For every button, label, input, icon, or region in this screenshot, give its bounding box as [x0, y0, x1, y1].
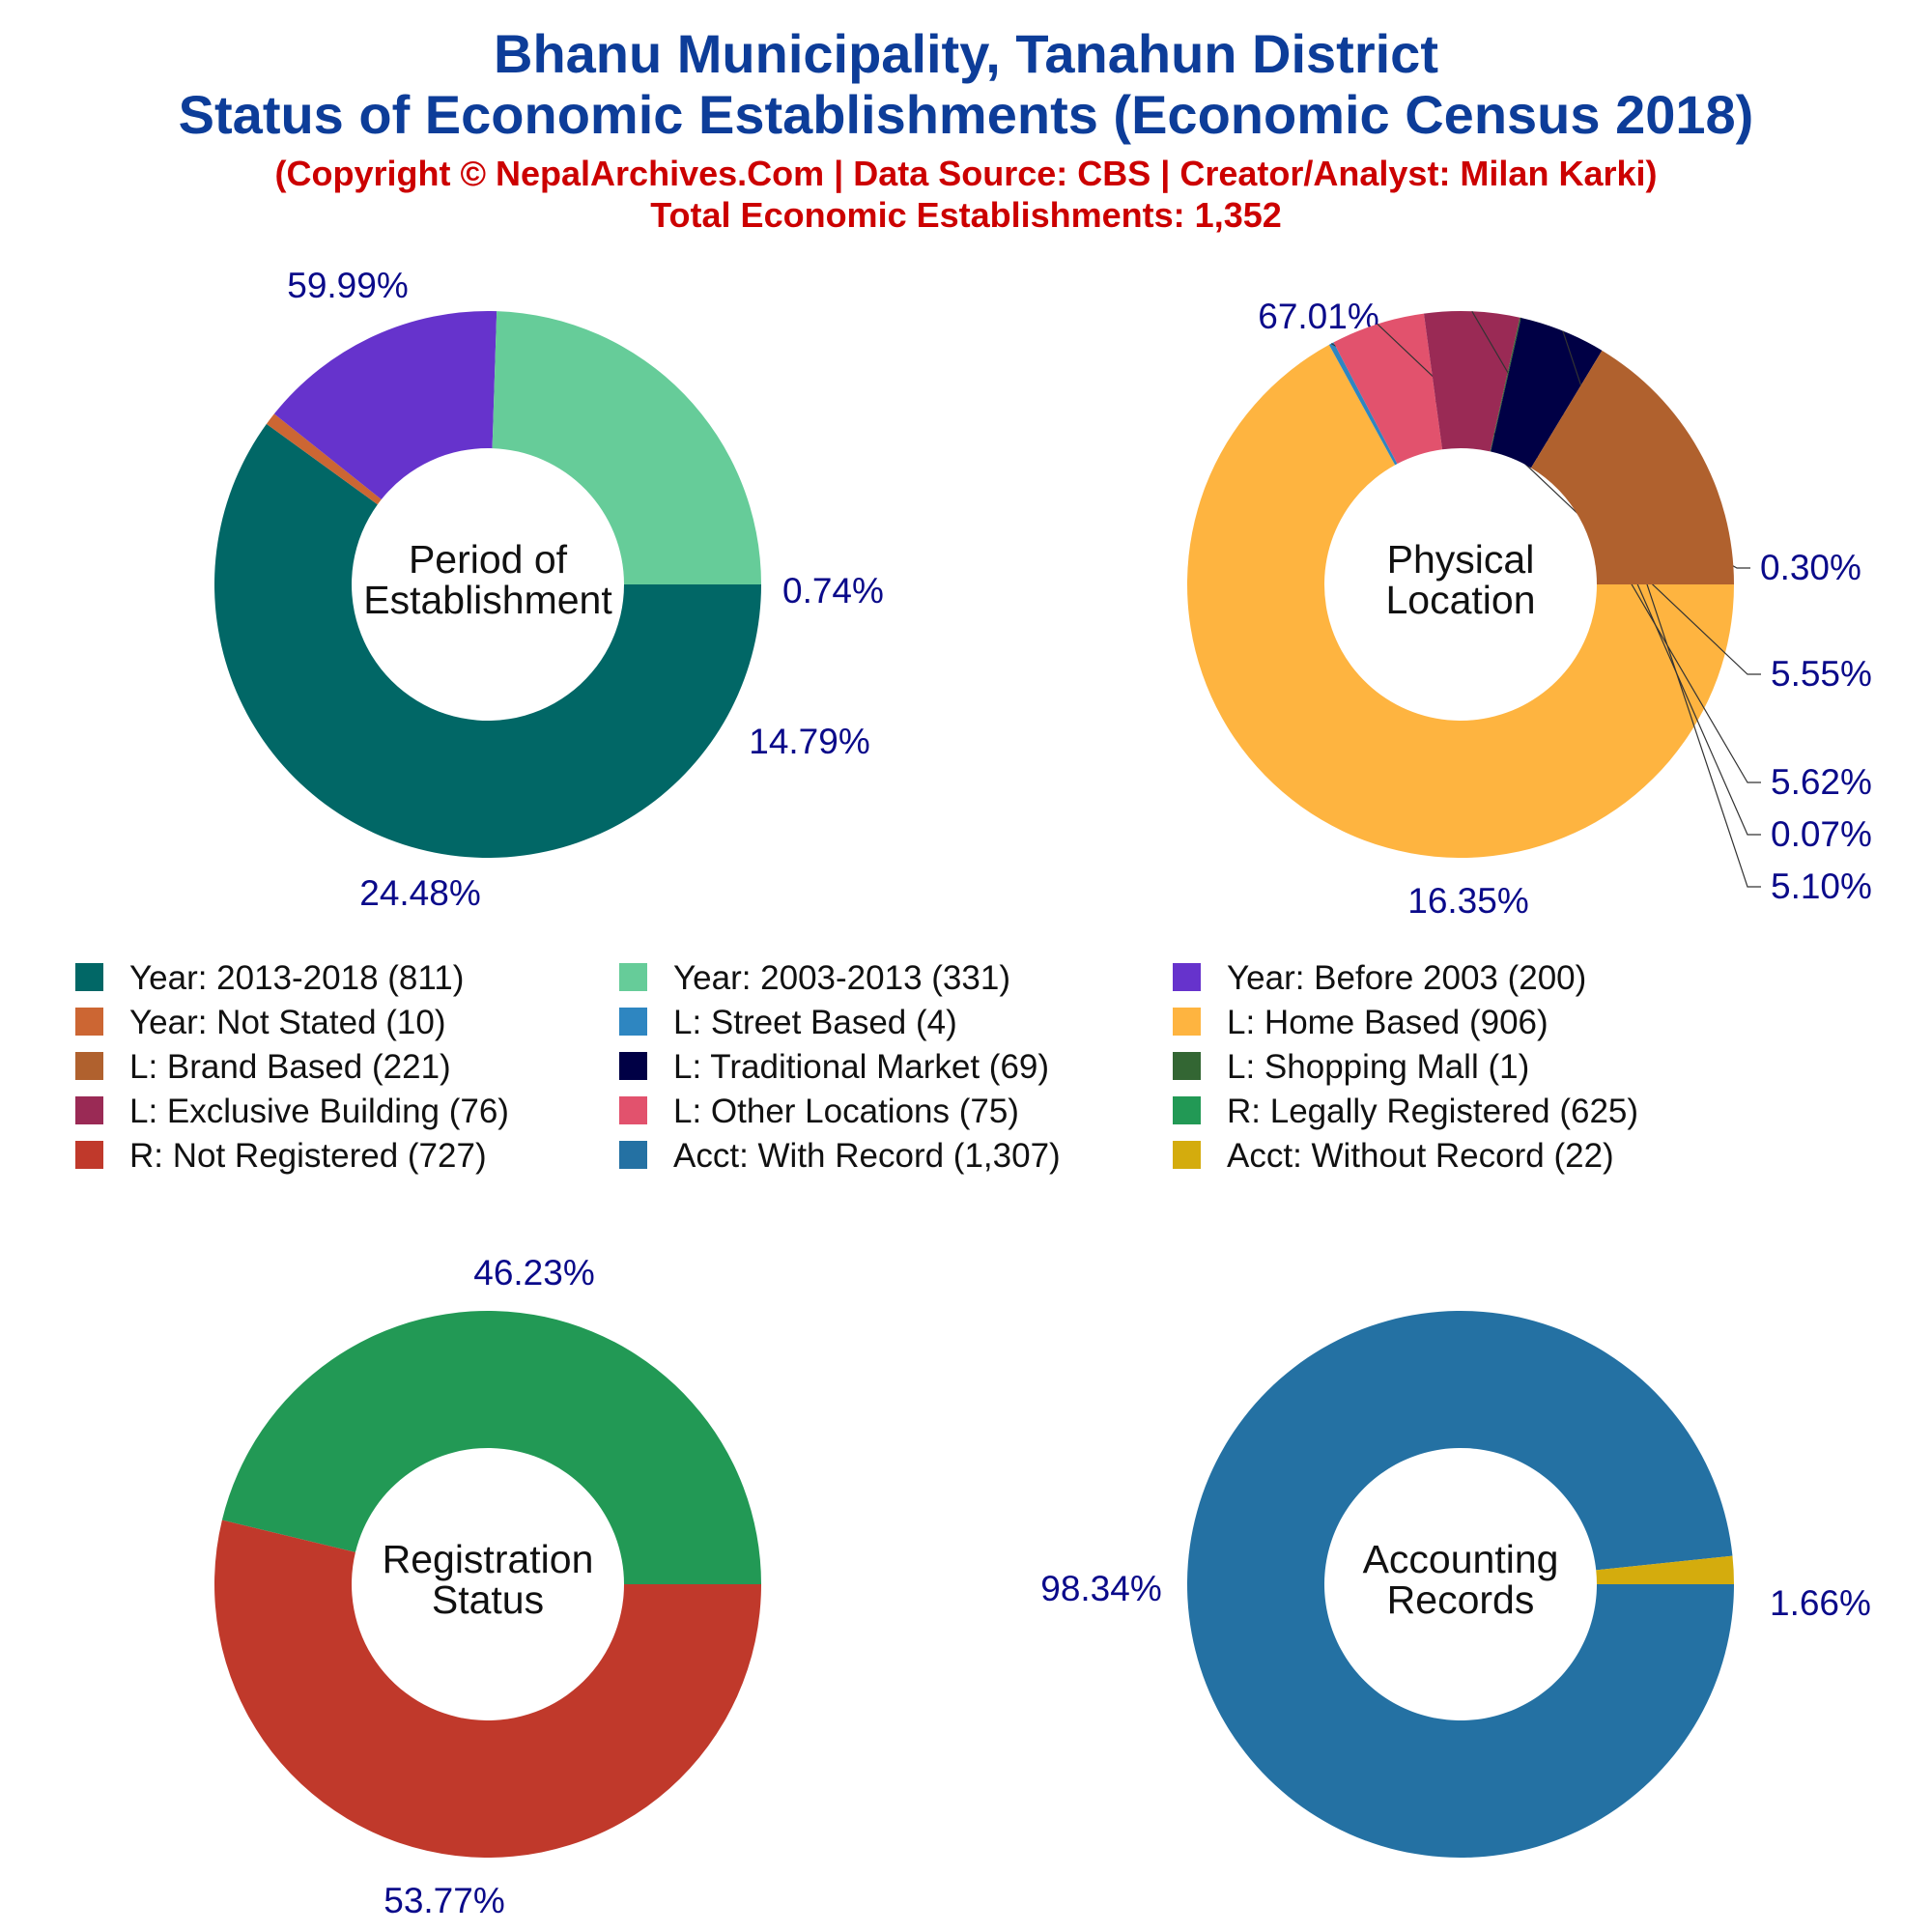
chart-title-line2: Status of Economic Establishments (Econo…: [179, 84, 1754, 145]
legend-swatch: [619, 1096, 647, 1124]
legend-label: L: Home Based (906): [1227, 1004, 1548, 1041]
percent-label: 24.48%: [359, 873, 481, 913]
legend-label: L: Brand Based (221): [129, 1048, 451, 1086]
donut-chart-2: 67.01% 0.30% 5.55% 5.62% 0.07% 5.10% 16.35% Phy…: [1187, 297, 1872, 921]
center-label: Establishment: [363, 578, 612, 622]
center-label: Records: [1387, 1577, 1535, 1622]
legend-item: Year: Not Stated (10): [75, 1004, 446, 1041]
slice-l-brand-based: [1530, 350, 1734, 584]
percent-label: 1.66%: [1770, 1583, 1871, 1623]
legend-swatch: [1173, 1141, 1201, 1169]
legend-label: R: Not Registered (727): [129, 1137, 487, 1175]
donut-charts: 59.99% 0.74% 14.79% 24.48% Period ofEstablis…: [214, 266, 1872, 1920]
legend-swatch: [619, 1052, 647, 1080]
percent-label: 59.99%: [287, 266, 409, 305]
legend-swatch: [1173, 1096, 1201, 1124]
legend-label: L: Traditional Market (69): [673, 1048, 1049, 1086]
legend-swatch: [619, 1008, 647, 1036]
legend-label: L: Street Based (4): [673, 1004, 957, 1041]
legend-swatch: [75, 1008, 103, 1036]
legend-swatch: [75, 1052, 103, 1080]
legend-item: L: Shopping Mall (1): [1173, 1048, 1529, 1086]
slice-year-2003-2013: [492, 311, 761, 584]
percent-label: 53.77%: [384, 1881, 505, 1920]
slice-l-other-locations: [1333, 313, 1443, 465]
legend-swatch: [1173, 1008, 1201, 1036]
percent-label: 0.07%: [1771, 814, 1872, 854]
legend-item: L: Home Based (906): [1173, 1004, 1548, 1041]
legend-swatch: [1173, 963, 1201, 991]
center-label: Physical: [1387, 537, 1535, 582]
legend-label: Year: Not Stated (10): [129, 1004, 446, 1041]
chart-subtitle-line2: Total Economic Establishments: 1,352: [650, 195, 1282, 235]
percent-label: 16.35%: [1407, 881, 1529, 921]
legend-label: Year: 2003-2013 (331): [673, 959, 1010, 997]
percent-label: 46.23%: [473, 1253, 595, 1293]
legend-item: L: Traditional Market (69): [619, 1048, 1049, 1086]
slice-l-home-based: [1187, 344, 1734, 858]
legend-item: Year: 2003-2013 (331): [619, 959, 1010, 997]
chart-subtitle-line1: (Copyright © NepalArchives.Com | Data So…: [275, 154, 1658, 194]
slice-year-not-stated: [266, 413, 382, 505]
legend-swatch: [75, 963, 103, 991]
slice-year-2013-2018: [214, 423, 761, 859]
legend-item: R: Not Registered (727): [75, 1137, 487, 1175]
center-label: Period of: [409, 537, 568, 582]
percent-label: 0.74%: [782, 571, 884, 611]
chart-title-line1: Bhanu Municipality, Tanahun District: [494, 23, 1438, 84]
legend-item: L: Brand Based (221): [75, 1048, 451, 1086]
slice-r-not-registered: [214, 1520, 761, 1858]
center-label: Accounting: [1363, 1537, 1559, 1581]
legend-label: Year: 2013-2018 (811): [129, 959, 464, 997]
percent-label: 67.01%: [1258, 297, 1379, 336]
slice-acct-with-record: [1187, 1311, 1734, 1859]
slice-l-exclusive-building: [1423, 311, 1520, 452]
legend-item: Acct: With Record (1,307): [619, 1137, 1061, 1175]
slice-l-shopping-mall: [1490, 317, 1521, 452]
legend-item: L: Street Based (4): [619, 1004, 957, 1041]
center-label: Status: [432, 1577, 544, 1622]
legend-swatch: [75, 1141, 103, 1169]
percent-label: 98.34%: [1040, 1569, 1162, 1608]
legend: Year: 2013-2018 (811) Year: 2003-2013 (33…: [75, 959, 1638, 1175]
center-label: Registration: [383, 1537, 594, 1581]
percent-label: 0.30%: [1760, 548, 1861, 587]
legend-label: Acct: With Record (1,307): [673, 1137, 1061, 1175]
legend-swatch: [619, 963, 647, 991]
legend-swatch: [619, 1141, 647, 1169]
legend-item: Year: 2013-2018 (811): [75, 959, 464, 997]
legend-item: R: Legally Registered (625): [1173, 1093, 1638, 1130]
legend-label: L: Shopping Mall (1): [1227, 1048, 1529, 1086]
legend-label: R: Legally Registered (625): [1227, 1093, 1638, 1130]
percent-label: 5.62%: [1771, 762, 1872, 802]
donut-chart-1: 59.99% 0.74% 14.79% 24.48% Period ofEstablis…: [214, 266, 884, 913]
legend-label: Acct: Without Record (22): [1227, 1137, 1614, 1175]
legend-label: L: Exclusive Building (76): [129, 1093, 509, 1130]
center-label: Location: [1385, 578, 1535, 622]
percent-label: 5.10%: [1771, 867, 1872, 906]
slice-l-street-based: [1328, 342, 1398, 466]
legend-label: Year: Before 2003 (200): [1227, 959, 1586, 997]
slice-l-traditional-market: [1491, 318, 1603, 469]
legend-item: L: Exclusive Building (76): [75, 1093, 509, 1130]
legend-swatch: [1173, 1052, 1201, 1080]
legend-item: Year: Before 2003 (200): [1173, 959, 1586, 997]
slice-r-legally-registered: [221, 1311, 761, 1584]
legend-item: L: Other Locations (75): [619, 1093, 1019, 1130]
legend-label: L: Other Locations (75): [673, 1093, 1019, 1130]
slice-year-before-2003: [273, 310, 497, 500]
percent-label: 14.79%: [749, 722, 870, 761]
percent-label: 5.55%: [1771, 654, 1872, 694]
legend-swatch: [75, 1096, 103, 1124]
slice-acct-without-record: [1596, 1555, 1734, 1584]
legend-item: Acct: Without Record (22): [1173, 1137, 1614, 1175]
